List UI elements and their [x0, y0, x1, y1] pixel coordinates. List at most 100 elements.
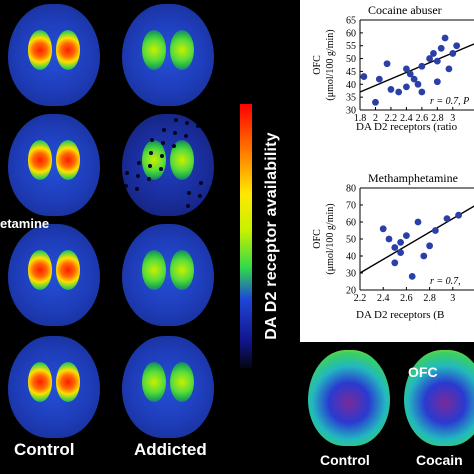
data-point: [379, 225, 387, 233]
y-tick-label: 40: [346, 80, 356, 91]
noise-speck: [125, 171, 129, 175]
data-point: [395, 88, 403, 96]
x-tick-label: 2.8: [431, 113, 444, 124]
pet-label-control: Control: [320, 452, 370, 468]
chart-title: Methamphetamine: [368, 171, 458, 185]
data-point: [432, 227, 439, 234]
y-axis-label-units: (μmol/100 g/min): [325, 203, 336, 274]
data-point: [414, 80, 422, 88]
color-scale-title: DA D2 receptor availability: [263, 132, 280, 340]
data-point: [433, 57, 441, 65]
pet-label-cocaine: Cocain: [416, 452, 463, 468]
data-point: [430, 50, 437, 57]
correlation-annotation: r = 0.7,: [430, 276, 461, 287]
noise-speck: [196, 124, 200, 128]
data-point: [387, 86, 395, 93]
brain-scan-addicted: [122, 4, 214, 106]
striatum-blob: [142, 30, 166, 70]
data-point: [397, 249, 404, 256]
data-point: [437, 44, 445, 52]
data-point: [443, 215, 451, 222]
data-point: [418, 62, 426, 70]
noise-speck: [149, 151, 153, 155]
striatum-blob: [28, 250, 52, 290]
y-tick-label: 30: [346, 106, 356, 117]
y-tick-label: 20: [346, 286, 356, 297]
striatum-blob: [28, 30, 52, 70]
noise-speck: [186, 204, 190, 208]
data-point: [455, 211, 462, 219]
col-label-control: Control: [14, 440, 75, 459]
x-tick-label: 2.2: [354, 293, 367, 304]
noise-speck: [187, 191, 191, 195]
noise-speck: [197, 207, 201, 211]
correlation-annotation: r = 0.7, P: [430, 96, 469, 107]
data-point: [403, 83, 410, 91]
data-point: [383, 60, 391, 68]
data-point: [453, 42, 461, 50]
x-tick-label: 1.8: [354, 113, 367, 124]
data-point: [414, 218, 422, 226]
x-tick-label: 2.6: [416, 113, 429, 124]
x-tick-label: 3: [450, 113, 455, 124]
y-tick-label: 70: [346, 201, 356, 212]
y-tick-label: 60: [346, 218, 356, 229]
y-tick-label: 30: [346, 269, 356, 280]
correlation-panel: Cocaine abuser 30 35 40 45 50 55 60 65 1.8 2 2.2 2.4…: [300, 0, 474, 474]
y-tick-label: 40: [346, 252, 356, 263]
data-point: [397, 239, 404, 246]
noise-speck: [122, 114, 126, 118]
col-label-addicted: Addicted: [134, 440, 207, 459]
data-point: [375, 75, 383, 83]
noise-speck: [185, 121, 189, 125]
noise-speck: [136, 174, 140, 178]
x-tick-label: 2.8: [423, 293, 436, 304]
x-tick-label: 2: [373, 113, 378, 124]
noise-speck: [198, 194, 202, 198]
striatum-blob: [142, 250, 166, 290]
data-point: [391, 259, 399, 267]
noise-speck: [162, 128, 166, 132]
striatum-blob: [56, 30, 80, 70]
ofc-label: OFC: [408, 364, 438, 380]
data-point: [420, 252, 428, 260]
data-point: [433, 78, 441, 86]
x-tick-label: 2.6: [400, 293, 413, 304]
noise-speck: [159, 167, 163, 171]
pet-ofc-panel: OFC Control Cocain: [300, 342, 474, 474]
striatum-blob: [56, 250, 80, 290]
y-axis-label: OFC: [312, 55, 323, 75]
noise-speck: [147, 177, 151, 181]
brain-scan-control: [8, 224, 100, 326]
row-label-methamphetamine: etamine: [0, 216, 50, 231]
data-point: [449, 50, 457, 57]
striatum-blob: [142, 140, 166, 180]
noise-speck: [172, 144, 176, 148]
data-point: [445, 65, 453, 73]
brain-scan-control: [8, 336, 100, 438]
data-point: [360, 73, 368, 80]
striatum-blob: [142, 362, 166, 402]
y-tick-label: 45: [346, 67, 356, 78]
brain-scan-addicted: [122, 224, 214, 326]
y-tick-label: 50: [346, 235, 356, 246]
y-tick-label: 65: [346, 16, 356, 27]
data-point: [403, 65, 410, 73]
y-tick-label: 35: [346, 93, 356, 104]
noise-speck: [173, 131, 177, 135]
brain-scan-control: [8, 114, 100, 216]
data-point: [403, 232, 410, 239]
data-point: [408, 273, 416, 280]
y-tick-label: 55: [346, 41, 356, 52]
striatum-blob: [28, 362, 52, 402]
data-point: [418, 88, 426, 96]
x-tick-label: 2.4: [377, 293, 390, 304]
striatum-blob: [170, 250, 194, 290]
meth-scatter-plot: Methamphetamine 20 30 40 50 60 70 80 2.2 2.4 2.6 2.…: [312, 171, 474, 321]
noise-speck: [123, 197, 127, 201]
y-tick-label: 60: [346, 28, 356, 39]
data-point: [426, 55, 433, 62]
noise-speck: [137, 161, 141, 165]
pet-scan-cocaine: [404, 350, 474, 446]
